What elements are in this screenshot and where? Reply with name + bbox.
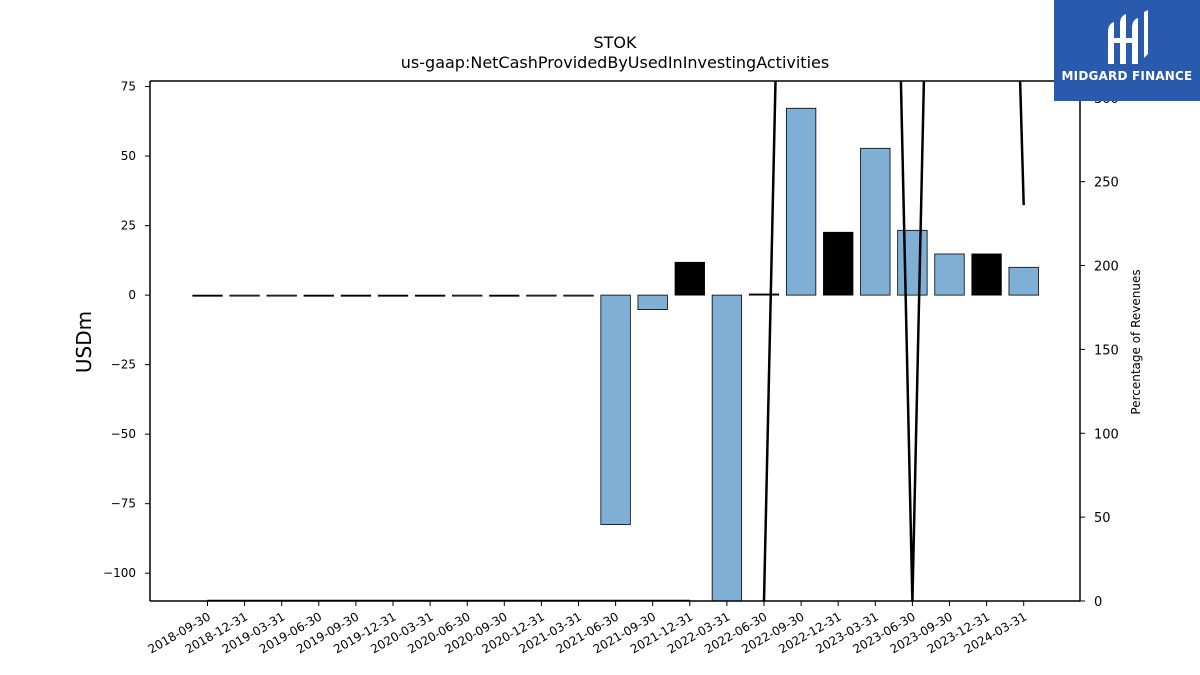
percentage-line-segment-2 (899, 81, 1025, 601)
chart-subtitle: us-gaap:NetCashProvidedByUsedInInvesting… (401, 53, 829, 72)
y-axis-label: USDm (72, 311, 96, 373)
bar-2021-09-30 (637, 294, 668, 310)
bar-2021-12-31 (674, 261, 705, 296)
bar-2020-03-31 (414, 294, 446, 297)
bar-2019-03-31 (266, 294, 297, 297)
y2-tick-label: 200 (1094, 260, 1119, 275)
y2-axis-label: Percentage of Revenues (1129, 269, 1143, 414)
bar-2022-06-30 (748, 293, 780, 296)
logo-text: MIDGARD FINANCE (1061, 69, 1193, 83)
bar-2019-09-30 (340, 294, 372, 297)
bar-2023-06-30 (897, 229, 928, 296)
bar-2018-09-30 (192, 294, 223, 297)
bar-2019-06-30 (303, 294, 334, 297)
logo-mark-icon (1108, 10, 1148, 64)
y2-tick-label: 250 (1094, 176, 1119, 191)
bar-2022-09-30 (785, 107, 817, 296)
bar-2018-12-31 (229, 294, 260, 297)
bar-2019-12-31 (377, 294, 409, 297)
bar-2024-03-31 (1008, 266, 1039, 296)
logo: MIDGARD FINANCE (1054, 0, 1200, 101)
chart-title: STOK (593, 33, 637, 52)
y-tick-label: −75 (111, 497, 136, 511)
x-ticks: 2018-09-302018-12-312019-03-312019-06-30… (146, 601, 1029, 656)
bar-2022-12-31 (823, 231, 854, 296)
bar-2020-12-31 (526, 294, 557, 297)
y-tick-label: 0 (128, 288, 136, 302)
bar-2023-12-31 (971, 253, 1002, 296)
bar-2020-09-30 (489, 294, 520, 297)
bar-2021-03-31 (563, 294, 594, 297)
percentage-line-group (207, 81, 1025, 601)
bars-group (192, 107, 1039, 601)
bar-2022-03-31 (711, 294, 743, 601)
bar-2023-09-30 (934, 253, 965, 296)
y2-tick-label: 100 (1094, 427, 1119, 442)
plot-frame (149, 80, 1081, 602)
bar-2020-06-30 (452, 294, 483, 297)
y2-tick-label: 50 (1094, 511, 1111, 526)
y-tick-label: 25 (121, 219, 136, 233)
y-tick-label: −100 (103, 566, 136, 580)
y-tick-label: 50 (121, 149, 136, 163)
percentage-line-segment-1 (762, 81, 777, 601)
y-tick-label: −25 (111, 358, 136, 372)
y2-tick-label: 0 (1094, 595, 1102, 610)
y-tick-label: −50 (111, 427, 136, 441)
y2-ticks: 050100150200250300 (1080, 92, 1119, 610)
y-ticks: 75 50 25 0 −25 −50 −75 −100 (103, 80, 150, 580)
y2-tick-label: 150 (1094, 343, 1119, 358)
bar-2023-03-31 (860, 147, 891, 296)
y-tick-label: 75 (121, 80, 136, 94)
bar-2021-06-30 (600, 294, 631, 525)
